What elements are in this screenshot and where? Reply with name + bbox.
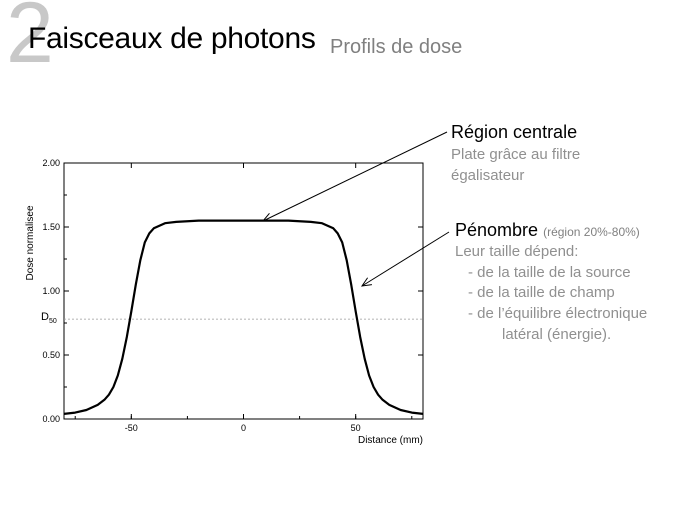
central-region-text: Plate grâce au filtre égalisateur xyxy=(451,145,580,186)
penumbra-heading-note: (région 20%-80%) xyxy=(543,225,640,239)
central-region-heading: Région centrale xyxy=(451,122,578,142)
central-line-2: égalisateur xyxy=(451,166,525,184)
central-line-1: Plate grâce au filtre xyxy=(451,146,581,163)
d50-reference: D50 xyxy=(41,311,423,325)
dose-profile-line xyxy=(63,219,424,415)
x-tick-label: 50 xyxy=(351,423,361,433)
central-region-arrow-head xyxy=(261,213,274,222)
penumbra-heading: Pénombre (région 20%-80%) xyxy=(455,221,640,239)
y-tick-label: 1.50 xyxy=(42,222,60,232)
penumbra-text: Leur taille dépend: - de la taille de la… xyxy=(455,242,647,345)
penumbra-arrow xyxy=(361,231,450,287)
x-tick-label: -50 xyxy=(125,423,138,433)
penumbra-arrow-head xyxy=(360,277,372,287)
d50-label: D50 xyxy=(41,311,57,325)
x-tick-label: 0 xyxy=(241,423,246,433)
plot-frame xyxy=(63,162,424,420)
penumbra-line-4: - de l’équilibre électronique xyxy=(468,305,648,323)
y-tick-label: 2.00 xyxy=(42,158,60,168)
chart-series xyxy=(63,219,424,415)
y-tick-label: 0.50 xyxy=(42,350,60,360)
annotation-arrows xyxy=(261,131,450,287)
central-region-arrow xyxy=(262,131,448,222)
penumbra-heading-main: Pénombre xyxy=(455,220,539,240)
penumbra-line-3: - de la taille de champ xyxy=(468,284,615,302)
penumbra-line-5: latéral (énergie). xyxy=(502,325,612,343)
y-tick-label: 0.00 xyxy=(42,414,60,424)
slide-title: Faisceaux de photons xyxy=(28,22,316,55)
penumbra-line-2: - de la taille de la source xyxy=(468,263,631,281)
penumbra-line-1: Leur taille dépend: xyxy=(455,243,579,260)
slide-subtitle: Profils de dose xyxy=(330,36,463,58)
x-axis-label: Distance (mm) xyxy=(358,435,423,446)
chart-axes: 0.00 0.50 1.00 1.50 2.00 -50 0 50 Distance (mm) D… xyxy=(25,158,424,446)
y-tick-label: 1.00 xyxy=(42,286,60,296)
slide-number: 2 xyxy=(6,0,54,81)
y-axis-label: Dose normalisee xyxy=(25,205,36,280)
